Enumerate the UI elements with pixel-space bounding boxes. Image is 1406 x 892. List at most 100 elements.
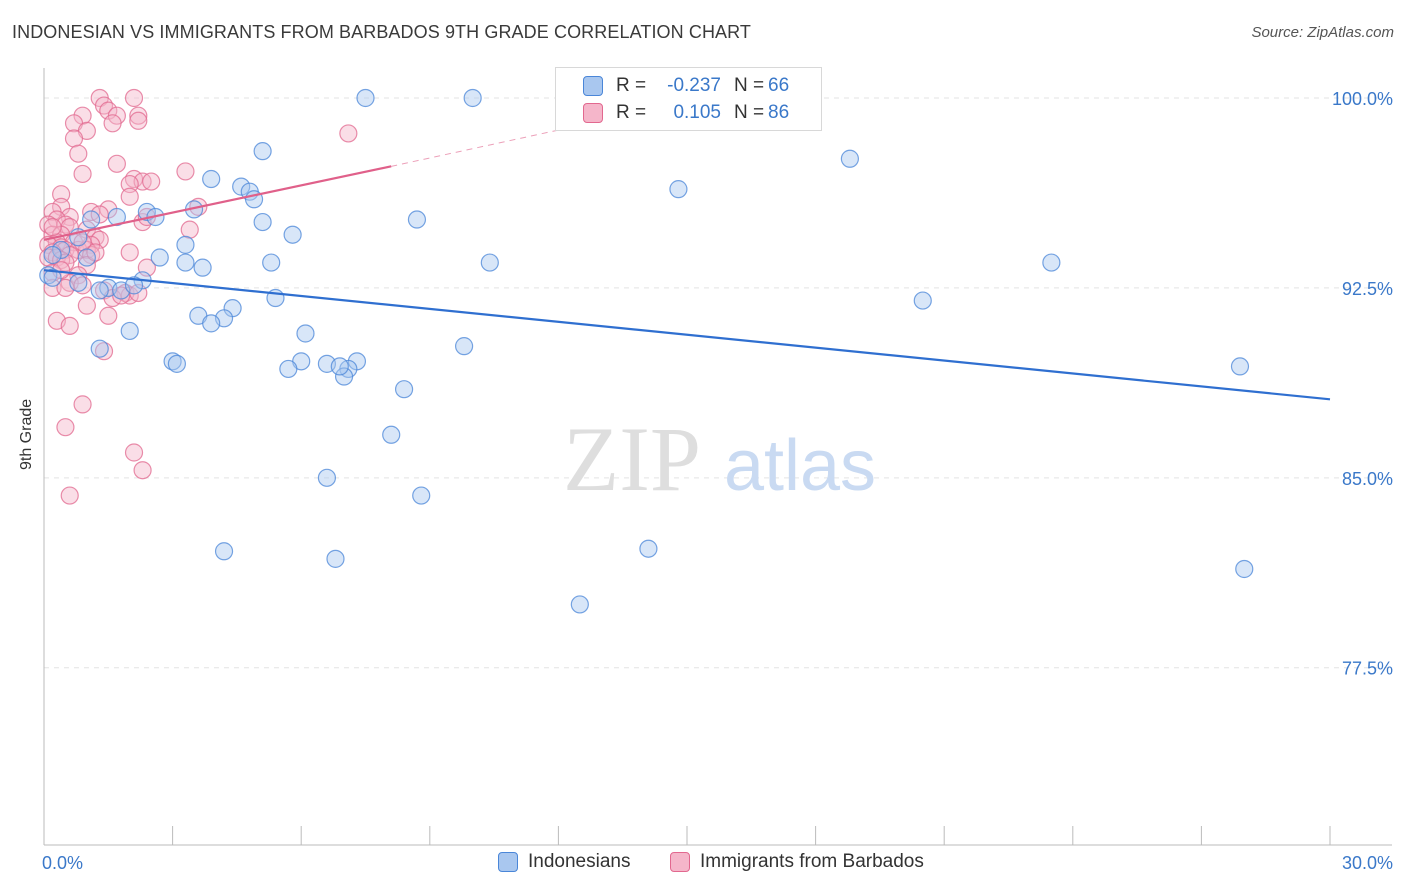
- point-indonesians: [296, 324, 315, 343]
- point-barbados: [43, 218, 62, 237]
- point-indonesians: [69, 273, 88, 292]
- point-barbados: [133, 461, 152, 480]
- point-indonesians: [253, 212, 272, 232]
- point-indonesians: [279, 359, 298, 379]
- point-indonesians: [82, 210, 101, 229]
- point-indonesians: [317, 468, 337, 487]
- point-indonesians: [326, 549, 345, 568]
- point-indonesians: [176, 235, 195, 254]
- legend-r-label: R =: [616, 75, 647, 96]
- point-barbados: [69, 144, 88, 163]
- point-indonesians: [202, 314, 221, 333]
- legend-swatch-blue: [583, 76, 603, 96]
- point-barbados: [60, 316, 79, 335]
- point-indonesians: [167, 354, 186, 373]
- point-indonesians: [454, 337, 474, 356]
- y-axis-label: 9th Grade: [18, 398, 35, 470]
- gridlines: [44, 97, 1392, 669]
- point-barbados: [103, 114, 122, 133]
- point-indonesians: [214, 542, 234, 561]
- point-indonesians: [90, 281, 109, 300]
- point-barbados: [120, 187, 139, 206]
- point-barbados: [86, 243, 105, 262]
- point-barbados: [120, 243, 139, 262]
- point-barbados: [73, 164, 92, 184]
- source-credit: Source: ZipAtlas.com: [1251, 24, 1394, 41]
- point-indonesians: [283, 225, 302, 244]
- trend-line-indonesians: [43, 269, 1331, 401]
- point-indonesians: [43, 245, 62, 265]
- y-tick-label: 85.0%: [1342, 469, 1393, 489]
- legend-n-label: N =: [734, 102, 765, 123]
- point-indonesians: [356, 88, 375, 108]
- point-indonesians: [193, 258, 212, 277]
- legend-n-value: 86: [768, 102, 790, 123]
- point-barbados: [99, 306, 118, 325]
- series-legend-barbados[interactable]: Immigrants from Barbados: [670, 851, 924, 873]
- point-indonesians: [150, 248, 169, 267]
- point-indonesians: [124, 276, 144, 295]
- legend-r-value: -0.237: [667, 75, 721, 96]
- legend-n-value: 66: [768, 75, 790, 96]
- point-barbados: [60, 486, 79, 505]
- chart-title: INDONESIAN VS IMMIGRANTS FROM BARBADOS 9…: [12, 22, 752, 42]
- y-tick-label: 92.5%: [1342, 279, 1393, 299]
- point-indonesians: [382, 425, 401, 444]
- point-indonesians: [330, 357, 349, 376]
- point-indonesians: [394, 380, 414, 399]
- series-legend-label: Immigrants from Barbados: [700, 851, 924, 872]
- series-indonesians-points: [39, 88, 1254, 614]
- series-swatch-blue: [498, 852, 518, 872]
- axes: [43, 68, 1392, 846]
- point-barbados: [142, 172, 161, 191]
- point-indonesians: [120, 321, 139, 341]
- y-tick-label: 100.0%: [1332, 89, 1393, 109]
- point-indonesians: [1042, 253, 1061, 272]
- legend-r-label: R =: [616, 102, 647, 123]
- watermark-zip: ZIP: [563, 408, 701, 510]
- point-indonesians: [52, 240, 71, 260]
- point-indonesians: [669, 180, 688, 199]
- point-indonesians: [334, 367, 354, 386]
- watermark: ZIP atlas: [563, 408, 876, 510]
- point-barbados: [124, 88, 144, 108]
- point-indonesians: [1235, 559, 1254, 579]
- point-barbados: [176, 162, 195, 181]
- point-barbados: [73, 395, 92, 414]
- series-legend-indonesians[interactable]: Indonesians: [498, 851, 630, 873]
- trend-lines: [43, 120, 1331, 401]
- point-indonesians: [232, 177, 251, 196]
- point-barbados: [124, 443, 144, 462]
- watermark-atlas: atlas: [724, 426, 876, 506]
- correlation-legend: R = -0.237 N = 66 R = 0.105 N = 86: [555, 67, 822, 131]
- x-tick-label: 30.0%: [1342, 853, 1393, 873]
- point-indonesians: [840, 149, 859, 168]
- series-swatch-pink: [670, 852, 690, 872]
- x-tick-label: 0.0%: [42, 853, 83, 873]
- point-barbados: [129, 106, 148, 125]
- point-indonesians: [463, 88, 482, 108]
- point-indonesians: [176, 253, 195, 272]
- y-tick-label: 77.5%: [1342, 659, 1393, 679]
- point-indonesians: [77, 248, 96, 267]
- point-barbados: [339, 124, 358, 143]
- point-indonesians: [253, 142, 272, 161]
- point-barbados: [52, 185, 71, 204]
- series-barbados-points: [39, 88, 358, 505]
- point-indonesians: [570, 595, 589, 614]
- tick-labels: 77.5% 85.0% 92.5% 100.0% 0.0% 30.0%: [42, 89, 1393, 873]
- trend-line-barbados: [43, 165, 392, 241]
- series-legend: Indonesians Immigrants from Barbados: [0, 851, 1406, 879]
- point-indonesians: [202, 169, 221, 189]
- point-barbados: [107, 154, 126, 173]
- point-indonesians: [480, 253, 499, 272]
- point-barbados: [180, 220, 199, 239]
- point-barbados: [129, 111, 148, 130]
- point-barbados: [120, 174, 139, 194]
- legend-n-label: N =: [734, 75, 765, 96]
- point-indonesians: [1230, 357, 1250, 376]
- point-indonesians: [90, 339, 109, 358]
- point-barbados: [77, 296, 96, 315]
- point-barbados: [56, 418, 75, 437]
